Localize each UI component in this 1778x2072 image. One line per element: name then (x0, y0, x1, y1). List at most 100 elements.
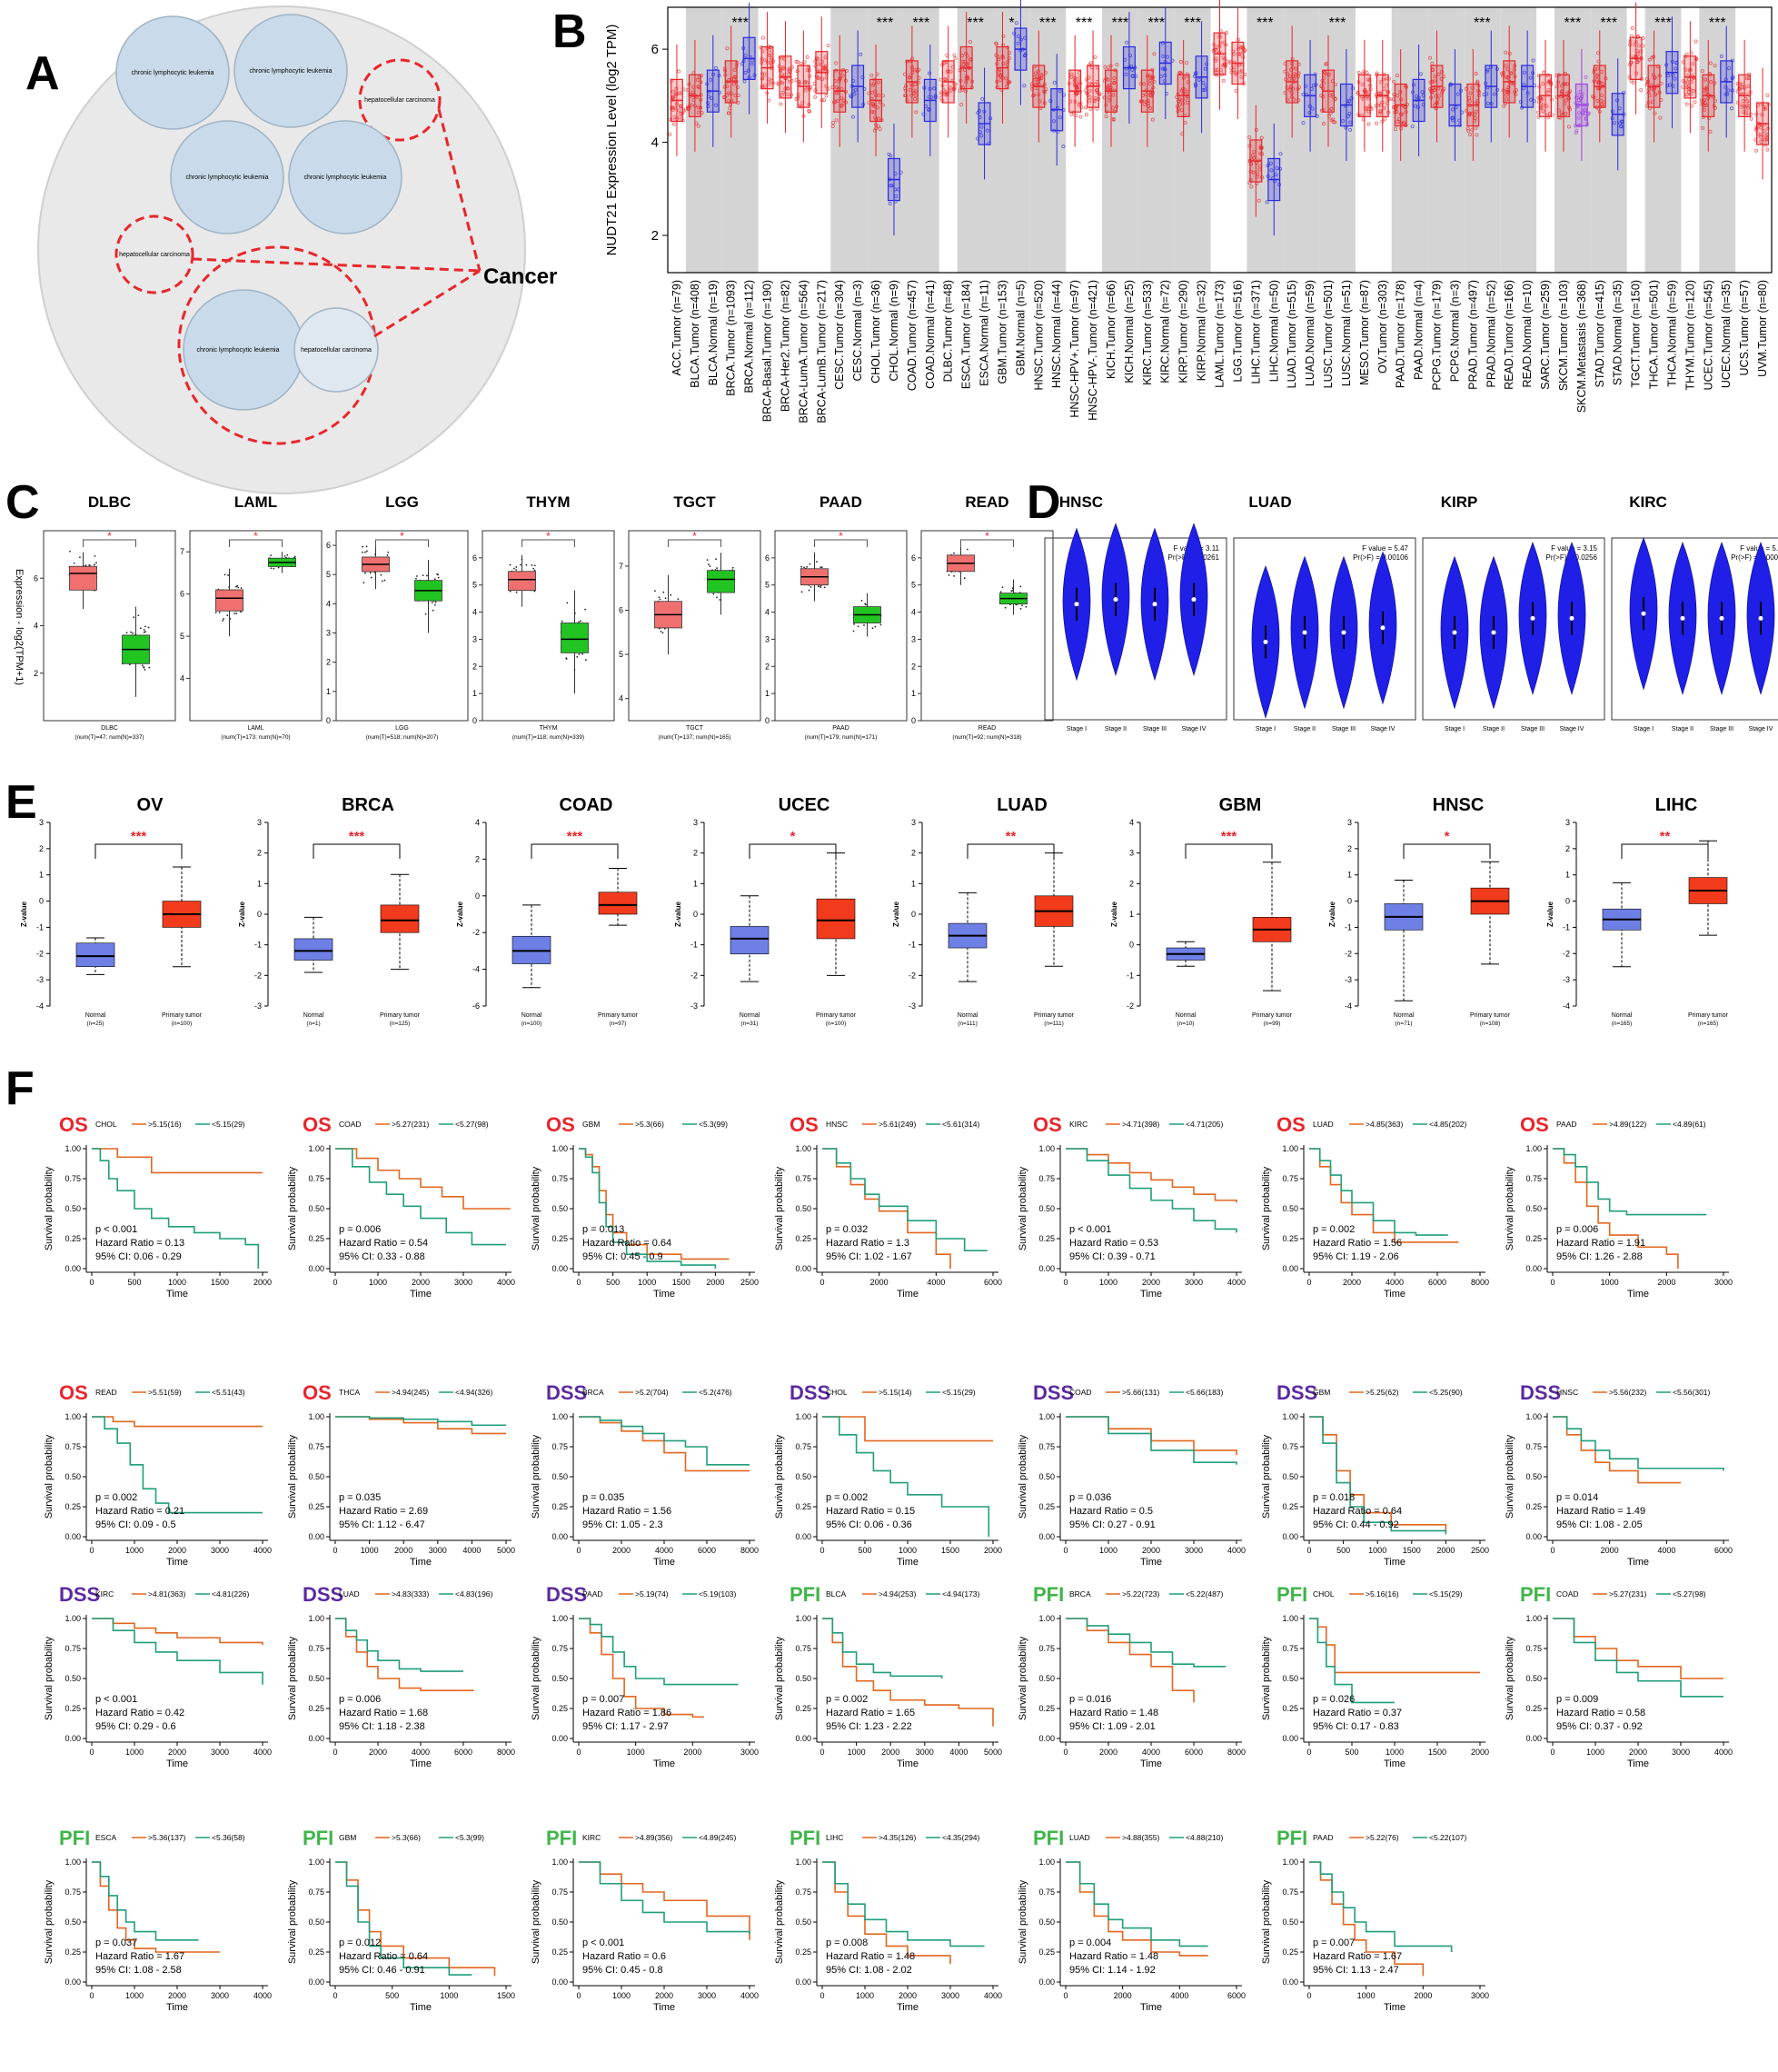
metric-label: DSS (1520, 1381, 1561, 1404)
category-label: PRAD.Normal (n=52) (1485, 280, 1497, 387)
confidence-interval: 95% CI: 0.44 - 0.92 (1313, 1519, 1399, 1530)
legend-high: >4.88(355) (1122, 1833, 1160, 1842)
cancer-label: PAAD (1556, 1120, 1577, 1129)
metric-label: OS (790, 1113, 819, 1136)
data-point (659, 598, 661, 601)
x-tick-label: 3000 (1471, 1991, 1489, 2000)
tumor-n: (n=99) (1264, 1021, 1281, 1027)
data-point (1078, 115, 1083, 119)
data-point (873, 89, 878, 94)
stage-label: Stage II (1105, 726, 1127, 732)
data-point (953, 574, 956, 577)
data-point (670, 593, 672, 596)
data-point (94, 554, 96, 557)
stage-label: Stage III (1143, 726, 1167, 732)
km-curve-high (822, 1861, 951, 1965)
x-axis-label: Time (410, 1289, 432, 1300)
p-value: p = 0.007 (1313, 1938, 1355, 1948)
cancer-label: GBM (339, 1833, 356, 1842)
km-curve-low (335, 1618, 463, 1672)
legend-high: >5.22(76) (1366, 1833, 1399, 1842)
box (561, 623, 589, 653)
category-label: SKCM.Tumor (n=103) (1557, 280, 1570, 391)
p-value: Pr(>F) = 0.00014 (1731, 553, 1778, 562)
panel-f-survival: OS CHOL >5.15(16) <5.15(29) 0.00 0.25 0.50 0.75… (44, 1113, 1733, 2013)
dash-link-1 (437, 108, 482, 272)
p-value: p = 0.002 (826, 1694, 868, 1705)
data-point (813, 95, 818, 99)
y-tick-label: 0.25 (308, 1234, 324, 1243)
y-tick-label: 1.00 (795, 1614, 811, 1623)
normal-n: (n=100) (521, 1021, 542, 1027)
hazard-ratio: Hazard Ratio = 0.13 (95, 1238, 184, 1249)
y-axis-label: Survival probability (1018, 1879, 1028, 1964)
data-point (750, 62, 754, 66)
y-axis-label: Z-value (892, 901, 900, 927)
category-label: BRCA-Her2.Tumor (n=82) (779, 280, 791, 412)
data-point (1052, 80, 1057, 85)
stage-label: Stage I (1256, 726, 1276, 732)
data-point (714, 65, 719, 70)
y-tick-label: 0.25 (1038, 1704, 1055, 1713)
data-point (509, 590, 512, 593)
data-point (878, 126, 882, 131)
cancer-label: LIHC (826, 1833, 843, 1842)
normal-label: Normal (740, 1012, 760, 1019)
x-tick-label: 5000 (497, 1546, 515, 1555)
metric-label: OS (303, 1381, 332, 1404)
n-label: (num(T)=47; num(N)=337) (74, 734, 144, 741)
y-axis-label: Survival probability (774, 1636, 785, 1720)
data-point (905, 98, 909, 103)
y-tick-label: 0.25 (1525, 1234, 1542, 1243)
y-tick-label: 0.00 (308, 1264, 324, 1273)
y-tick-label: 0.75 (308, 1174, 324, 1183)
cancer-label: HNSC (1556, 1388, 1578, 1397)
legend-low: <5.61(314) (942, 1120, 980, 1129)
hcc-label-2: hepatocellular carcinoma (119, 252, 190, 258)
x-axis-label: Time (166, 1758, 188, 1769)
data-point (994, 53, 998, 57)
km-curve-low (1066, 1618, 1227, 1668)
y-tick-label: 0.00 (1282, 1734, 1298, 1743)
category-label: UCEC.Normal (n=35) (1720, 280, 1733, 388)
data-point (654, 590, 656, 593)
normal-label: Normal (303, 1012, 324, 1019)
box (69, 565, 97, 591)
data-point (980, 96, 985, 101)
sig-star: *** (131, 829, 147, 844)
p-value: p = 0.007 (582, 1694, 624, 1705)
y-tick-label: 4 (765, 608, 770, 617)
category-label: PAAD.Tumor (n=178) (1395, 280, 1407, 388)
data-point (818, 585, 820, 588)
km-curve-low (1309, 1618, 1395, 1704)
p-value: p = 0.008 (826, 1938, 868, 1948)
y-tick-label: 0.50 (1282, 1204, 1298, 1213)
confidence-interval: 95% CI: 1.08 - 2.58 (95, 1965, 182, 1976)
data-point (671, 122, 676, 126)
y-tick-label: 3 (257, 818, 262, 827)
data-point (1221, 78, 1226, 83)
category-label: OV.Tumor (n=303) (1376, 280, 1389, 374)
x-tick-label: 4000 (1386, 1278, 1404, 1287)
legend-high: >5.61(249) (879, 1120, 917, 1129)
data-point (133, 616, 135, 619)
y-tick-label: 1 (1347, 871, 1352, 880)
plot-frame (920, 530, 1054, 722)
x-tick-label: 4000 (984, 1991, 1002, 2000)
y-tick-label: 0.50 (1038, 1204, 1055, 1213)
data-point (966, 548, 968, 551)
data-point (819, 566, 822, 569)
data-point (273, 567, 275, 570)
hazard-ratio: Hazard Ratio = 0.5 (1069, 1506, 1153, 1517)
x-tick-label: 2000 (655, 1991, 673, 2000)
data-point (678, 104, 682, 108)
shade-band (1102, 7, 1138, 273)
cancer-label: PAAD (1313, 1833, 1334, 1842)
data-point (835, 85, 839, 90)
y-tick-label: -2 (1345, 949, 1352, 958)
data-point (927, 106, 931, 111)
y-tick-label: 1.00 (1038, 1858, 1055, 1867)
y-tick-label: 6 (651, 42, 659, 57)
y-tick-label: 0.00 (65, 1264, 81, 1273)
y-tick-label: -1 (690, 941, 698, 950)
